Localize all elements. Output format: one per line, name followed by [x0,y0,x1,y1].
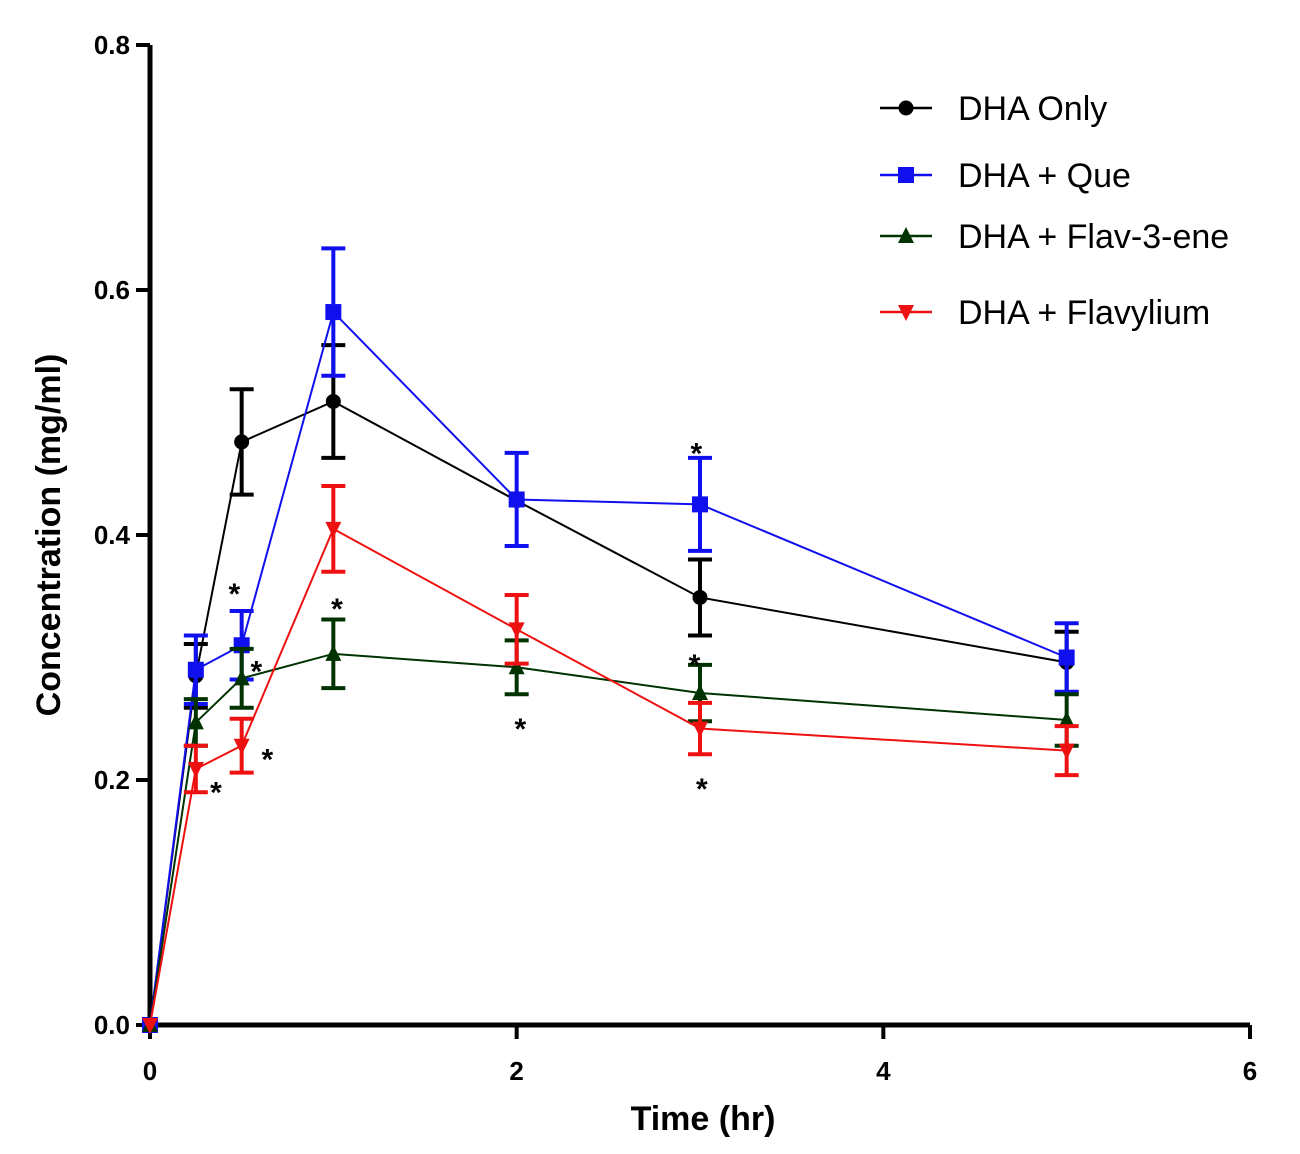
series-0 [142,343,1079,1033]
series-2 [142,617,1079,1032]
x-axis-title: Time (hr) [631,1100,776,1138]
data-point [692,684,708,701]
series-1 [142,246,1079,1033]
series-layer [142,246,1079,1034]
y-tick-label: 0.0 [94,1010,130,1040]
data-point [187,661,204,678]
data-point [325,304,342,321]
legend-item-2: DHA + Flav-3-ene [880,218,1229,256]
data-point [508,622,525,639]
legend-label: DHA + Flavylium [958,294,1210,332]
annotation-layer: * * * * * * * * * [210,437,708,809]
legend-item-3: DHA + Flavylium [880,294,1210,332]
legend-item-0: DHA Only [880,90,1107,128]
legend-marker [898,100,914,116]
legend: DHA Only DHA + Que DHA + Flav-3-ene DHA + F… [880,90,1229,332]
legend-label: DHA + Que [958,157,1131,195]
significance-marker: * [514,713,526,746]
data-point [142,1018,158,1034]
y-tick-label: 0.4 [94,520,131,550]
series-line [149,400,1067,1026]
y-axis-title: Concentration (mg/ml) [30,354,68,717]
data-point [508,491,525,508]
y-tick-label: 0.8 [94,30,130,60]
data-point [234,434,250,450]
significance-marker: * [228,578,240,611]
data-point [692,589,708,605]
data-point [508,658,525,675]
series-line [149,652,1067,1026]
data-point [233,669,250,686]
legend-marker [898,167,914,183]
significance-marker: * [250,655,262,688]
legend-item-1: DHA + Que [880,157,1131,195]
data-point [325,521,342,538]
data-point [325,393,341,409]
significance-marker: * [689,649,701,682]
significance-marker: * [261,744,273,777]
data-point [1058,710,1075,727]
x-tick-label: 2 [509,1056,523,1086]
x-tick-label: 0 [143,1056,157,1086]
ticks: 0 2 4 6 0.0 0.2 0.4 0.6 0.8 [94,30,1257,1086]
series-3 [142,484,1079,1034]
data-point [187,713,204,730]
data-point [233,738,250,755]
significance-marker: * [696,773,708,806]
data-point [1058,743,1075,760]
data-point [1058,649,1075,666]
significance-marker: * [331,593,343,626]
legend-label: DHA + Flav-3-ene [958,218,1229,256]
legend-label: DHA Only [958,90,1107,128]
data-point [325,644,342,661]
legend-marker [898,305,914,321]
significance-marker: * [210,777,222,810]
y-tick-label: 0.2 [94,765,130,795]
x-tick-label: 4 [876,1056,891,1086]
data-point [692,721,708,738]
legend-marker [898,227,914,243]
data-point [187,761,204,778]
y-tick-label: 0.6 [94,275,130,305]
series-line [149,527,1067,1026]
x-tick-label: 6 [1243,1056,1257,1086]
data-point [692,496,708,513]
significance-marker: * [690,437,702,470]
series-line [149,310,1068,1026]
